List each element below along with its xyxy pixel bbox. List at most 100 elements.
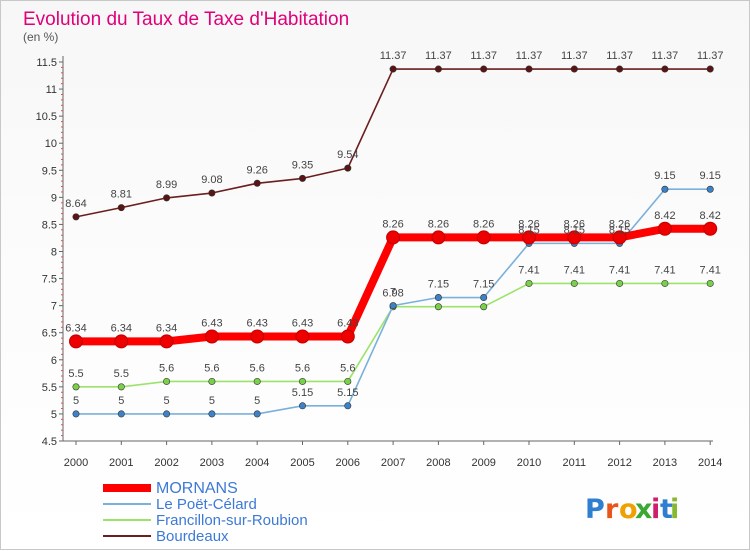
data-point	[522, 230, 536, 245]
data-point	[525, 279, 533, 287]
data-point	[72, 410, 80, 418]
data-label: 7.15	[473, 279, 494, 291]
data-label: 5.6	[250, 362, 265, 374]
data-point	[661, 185, 669, 193]
data-label: 5.15	[292, 387, 313, 399]
x-tick-label: 2007	[381, 457, 405, 469]
data-label: 6.34	[156, 322, 177, 334]
data-label: 11.37	[561, 50, 588, 62]
data-point	[117, 204, 125, 212]
data-label: 8.26	[428, 218, 449, 230]
data-point	[706, 65, 714, 73]
data-point	[250, 329, 265, 344]
y-tick-label: 7.5	[42, 274, 57, 286]
data-label: 8.42	[654, 210, 675, 222]
x-tick-label: 2005	[290, 457, 314, 469]
data-point	[434, 303, 442, 311]
y-tick-label: 10	[45, 138, 57, 150]
data-point	[570, 279, 578, 287]
data-label: 11.37	[380, 50, 407, 62]
data-label: 7	[390, 287, 396, 299]
data-point	[163, 194, 171, 202]
data-label: 11.37	[425, 50, 452, 62]
data-label: 6.34	[65, 322, 86, 334]
data-label: 7.41	[518, 264, 539, 276]
data-label: 8.99	[156, 179, 177, 191]
x-tick-label: 2013	[653, 457, 677, 469]
data-point	[431, 230, 446, 245]
y-tick-label: 5.5	[42, 382, 57, 394]
data-label: 7.15	[428, 279, 449, 291]
x-tick-label: 2012	[607, 457, 631, 469]
data-label: 8.15	[609, 224, 630, 236]
series-layer	[69, 65, 718, 418]
data-point	[657, 221, 672, 236]
x-tick-label: 2010	[517, 457, 541, 469]
series-bourdeaux	[72, 65, 714, 221]
x-tick-label: 2009	[471, 457, 495, 469]
data-label: 6.43	[201, 318, 222, 330]
logo-letter: r	[605, 494, 619, 525]
data-point	[344, 164, 352, 172]
data-label: 8.26	[473, 218, 494, 230]
data-point	[253, 410, 261, 418]
data-label: 5.6	[159, 362, 174, 374]
data-label: 6.43	[292, 318, 313, 330]
data-label: 5	[73, 395, 79, 407]
series-line	[75, 68, 711, 218]
data-point	[386, 230, 401, 245]
data-point	[434, 65, 442, 73]
x-tick-label: 2000	[64, 457, 88, 469]
data-point	[706, 279, 714, 287]
logo-letter: i	[670, 494, 679, 525]
data-label: 9.15	[699, 170, 720, 182]
logo-letter: o	[619, 494, 638, 525]
data-point	[69, 334, 83, 349]
data-labels: 8.64 8.81 8.99 9.08 9.26 9.35 9.54 11.37 11.37 11…	[65, 50, 723, 407]
y-tick-label: 4.5	[42, 436, 57, 448]
data-point	[208, 410, 216, 418]
data-point	[476, 230, 491, 245]
data-label: 5.15	[337, 387, 358, 399]
data-point	[706, 185, 714, 193]
legend-label: MORNANS	[156, 480, 238, 497]
data-point	[389, 65, 397, 73]
data-point	[480, 65, 488, 73]
data-point	[480, 303, 488, 311]
data-label: 8.15	[564, 224, 585, 236]
data-label: 5.6	[295, 362, 310, 374]
data-point	[616, 279, 624, 287]
data-point	[163, 377, 171, 385]
data-point	[72, 383, 80, 391]
data-point	[480, 294, 488, 302]
data-point	[295, 329, 310, 344]
logo-letter: x	[635, 494, 652, 525]
data-point	[117, 410, 125, 418]
data-label: 7.41	[609, 264, 630, 276]
axes: 4.5 5 5.5 6 6.5 7 7.5 8 8.5 9 9.5 10 10.5 11 11.5 2000 2…	[36, 56, 722, 469]
data-label: 8.64	[65, 198, 86, 210]
data-label: 11.37	[516, 50, 543, 62]
data-point	[298, 174, 306, 182]
data-label: 6.43	[246, 318, 267, 330]
data-point	[159, 334, 174, 349]
x-tick-label: 2008	[426, 457, 450, 469]
data-label: 9.26	[246, 164, 267, 176]
data-point	[525, 65, 533, 73]
data-label: 11.37	[697, 50, 724, 62]
data-label: 5.5	[114, 368, 129, 380]
data-label: 8.42	[699, 210, 720, 222]
y-tick-label: 9.5	[42, 165, 57, 177]
data-point	[298, 402, 306, 410]
data-label: 11.37	[652, 50, 679, 62]
data-label: 8.15	[518, 224, 539, 236]
data-label: 9.15	[654, 170, 675, 182]
data-label: 6.98	[382, 288, 403, 300]
data-label: 5.6	[340, 362, 355, 374]
legend-label: Bourdeaux	[156, 528, 229, 545]
logo-letter: i	[651, 494, 660, 525]
x-tick-label: 2011	[562, 457, 586, 469]
